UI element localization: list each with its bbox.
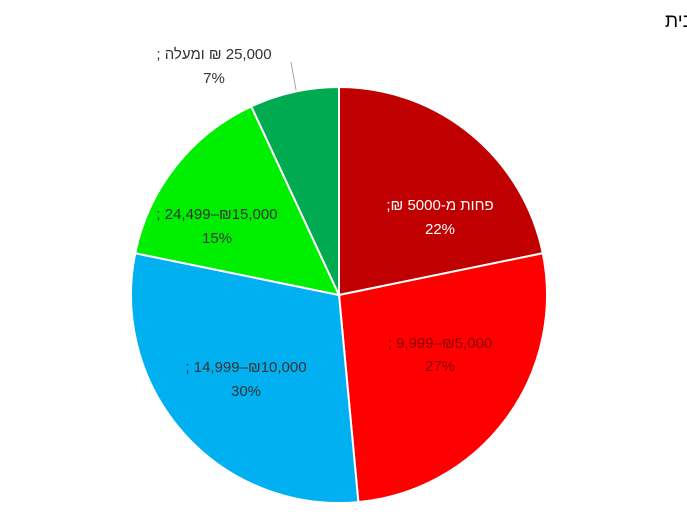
slice-value-label: 15% — [202, 230, 232, 247]
slice-label: ₪5,000–9,999 ; — [388, 335, 493, 352]
slice-label: ₪15,000–24,499 ; — [156, 206, 277, 223]
slice-value-label: 22% — [425, 221, 455, 238]
leader-line — [290, 61, 297, 91]
pie-slice — [249, 85, 340, 296]
chart-title: % מתוך אלו שפוטרו/נמצאים בחל"ת, לפי הכנס… — [665, 11, 687, 32]
slice-label: פחות מ-5000 ₪; — [386, 197, 493, 214]
pie-slice — [130, 252, 360, 504]
pie-slice — [337, 252, 548, 504]
slice-label: ₪10,000–14,999 ; — [185, 359, 306, 376]
pie-labels: פחות מ-5000 ₪; 22% ₪5,000–9,999 ; 27% ₪10,00… — [156, 46, 493, 400]
pie-slices — [130, 85, 548, 504]
slice-value-label: 27% — [425, 358, 455, 375]
slice-value-label: 30% — [231, 383, 261, 400]
pie-slice — [134, 105, 341, 297]
slice-label: 25,000 ₪ ומעלה ; — [156, 46, 271, 63]
pie-slice — [338, 85, 544, 297]
slice-value-label: 7% — [203, 70, 225, 87]
